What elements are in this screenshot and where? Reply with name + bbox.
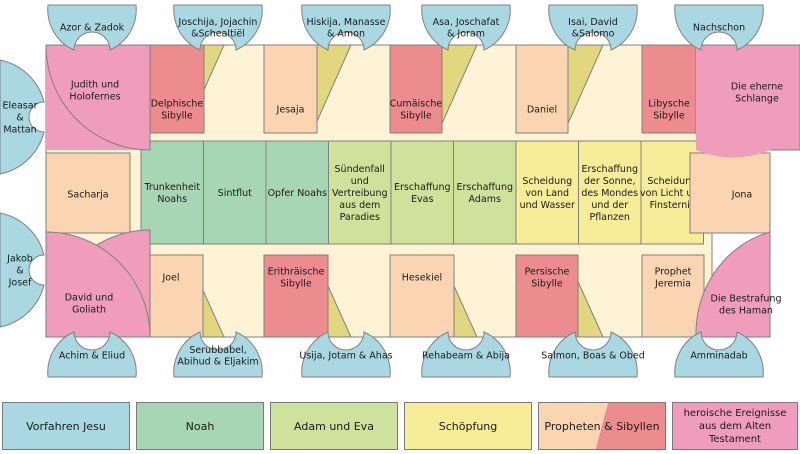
- side-prophet-left: [45, 152, 131, 234]
- ceiling-panel-label: Opfer Noahs: [268, 188, 327, 199]
- top-figure-throne: [515, 44, 569, 134]
- ancestor-bottom-label: Achim & Eliud: [59, 351, 125, 362]
- top-figure-label: Jesaja: [276, 105, 305, 116]
- ceiling-panel: [515, 140, 579, 245]
- ancestor-lunette-bottom: [548, 331, 638, 378]
- legend-creation-label: Schöpfung: [438, 419, 498, 433]
- ceiling-panel: [203, 140, 267, 245]
- ancestor-top-label: Joschija, Jojachin &Schealtiël: [178, 17, 258, 40]
- ancestor-bottom-label: Serubbabel, Abihud & Eljakim: [177, 345, 258, 368]
- ancestor-lunette-bottom: [47, 331, 137, 378]
- bottom-figure-label: Erithräische Sibylle: [268, 267, 325, 290]
- legend-adam-eva: Adam und Eva: [270, 402, 398, 450]
- ancestor-bottom-label: Usija, Jotam & Ahas: [299, 351, 392, 362]
- ancestor-lunette-bottom: [674, 331, 764, 378]
- legend-adam-eva-label: Adam und Eva: [294, 419, 374, 433]
- ceiling-panel-label: Sündenfall und Vertreibung aus dem Paradies: [332, 164, 388, 223]
- ancestor-top-label: Hiskija, Manasse & Amon: [307, 17, 386, 40]
- ancestor-top-label: Isai, David &Salomo: [568, 17, 618, 40]
- ceiling-panel-label: Scheidung von Land und Wasser: [520, 176, 575, 211]
- top-figure-label: Daniel: [527, 105, 557, 116]
- top-figure-throne: [389, 44, 443, 134]
- ceiling-panel-label: Erschaffung Adams: [456, 182, 513, 205]
- bottom-figure-throne: [389, 254, 455, 338]
- ancestor-top-label: Nachschon: [693, 23, 745, 34]
- ancestor-lunette-top: [421, 4, 511, 51]
- legend-prophets-sibyls: Propheten & Sibyllen: [538, 402, 666, 450]
- ceiling-panel: [265, 140, 329, 245]
- pendentive-judith: [45, 44, 151, 151]
- ceiling-panel-label: Scheidung von Licht und Finsternis: [640, 176, 704, 211]
- ancestor-top-label: Azor & Zadok: [60, 23, 125, 34]
- ceiling-panel-label: Erschaffung der Sonne, des Mondes und der Pf…: [581, 164, 638, 223]
- legend-ancestors-label: Vorfahren Jesu: [26, 419, 106, 433]
- legend-heroic: heroische Ereignisse aus dem Alten Testa…: [672, 402, 798, 450]
- pendentive-haman: [695, 231, 771, 338]
- legend-creation: Schöpfung: [404, 402, 532, 450]
- top-figure-label: Cumäische Sibylle: [390, 99, 443, 122]
- ceiling-panel-label: Sintflut: [218, 188, 252, 199]
- ceiling-panel: [453, 140, 517, 245]
- ancestor-left-label: Jakob & Josef: [6, 254, 33, 289]
- ancestor-top-label: Asa, Joschafat & Joram: [433, 17, 500, 40]
- legend-heroic-label: heroische Ereignisse aus dem Alten Testa…: [683, 407, 787, 445]
- ancestor-lunette-bottom: [421, 331, 511, 378]
- top-figure-throne: [149, 44, 205, 134]
- pendentive-david-fill: [45, 231, 151, 338]
- ancestor-lunette-top: [548, 4, 638, 51]
- ancestor-lunette-top: [674, 4, 764, 51]
- bottom-figure-label: Persische Sibylle: [525, 267, 570, 290]
- pendentive-serpent-fill: [696, 45, 770, 158]
- pendentive-david-label: David und Goliath: [65, 293, 114, 316]
- ceiling-panel: [390, 140, 454, 245]
- bottom-figure-label: Hesekiel: [402, 273, 442, 284]
- ceiling-panel-label: Trunkenheit Noahs: [143, 182, 200, 205]
- bottom-figure-throne: [641, 254, 705, 338]
- ancestor-lunette-bottom: [301, 331, 391, 378]
- ancestor-lunette-left: [0, 212, 45, 328]
- ancestor-bottom-label: Amminadab: [690, 351, 747, 362]
- ancestor-lunette-left: [0, 59, 45, 175]
- top-figure-throne: [263, 44, 318, 134]
- ceiling-diagram: Trunkenheit Noahs Sintflut Opfer Noahs Sünde…: [0, 4, 800, 378]
- ceiling-panel-label: Erschaffung Evas: [394, 182, 451, 205]
- legend-ancestors: Vorfahren Jesu: [2, 402, 130, 450]
- ceiling-panel: [578, 140, 642, 245]
- bottom-figure-throne: [515, 254, 579, 338]
- ancestor-bottom-label: Salmon, Boas & Obed: [541, 351, 645, 362]
- pendentive-serpent-label: Die eherne Schlange: [731, 82, 783, 105]
- ceiling-panel: [328, 140, 392, 245]
- top-figure-throne: [641, 44, 697, 134]
- bottom-figure-label: Prophet Jeremia: [654, 267, 692, 290]
- ancestor-left-label: Eleasar & Mattan: [3, 101, 38, 136]
- legend-noah: Noah: [136, 402, 264, 450]
- legend-noah-label: Noah: [185, 419, 215, 433]
- top-figure-label: Delphische Sibylle: [151, 99, 204, 122]
- ancestor-lunette-top: [301, 4, 391, 51]
- pendentive-haman-label: Die Bestrafung des Haman: [711, 294, 782, 317]
- ancestor-bottom-label: Rehabeam & Abija: [422, 351, 510, 362]
- ancestor-lunette-bottom: [173, 331, 263, 378]
- ceiling-panel: [140, 140, 204, 245]
- legend-prophets-sibyls-label: Propheten & Sibyllen: [544, 419, 660, 433]
- bottom-figure-throne: [263, 254, 329, 338]
- side-prophet-right-label: Jona: [731, 190, 752, 201]
- side-prophet-right: [689, 152, 771, 234]
- top-figure-label: Libysche Sibylle: [648, 99, 690, 122]
- ancestor-lunette-top: [47, 4, 137, 51]
- pendentive-judith-label: Judith und Holofernes: [69, 80, 120, 103]
- bottom-figure-label: Joel: [161, 273, 179, 284]
- side-prophet-left-label: Sacharja: [67, 190, 108, 201]
- ancestor-lunette-top: [173, 4, 263, 51]
